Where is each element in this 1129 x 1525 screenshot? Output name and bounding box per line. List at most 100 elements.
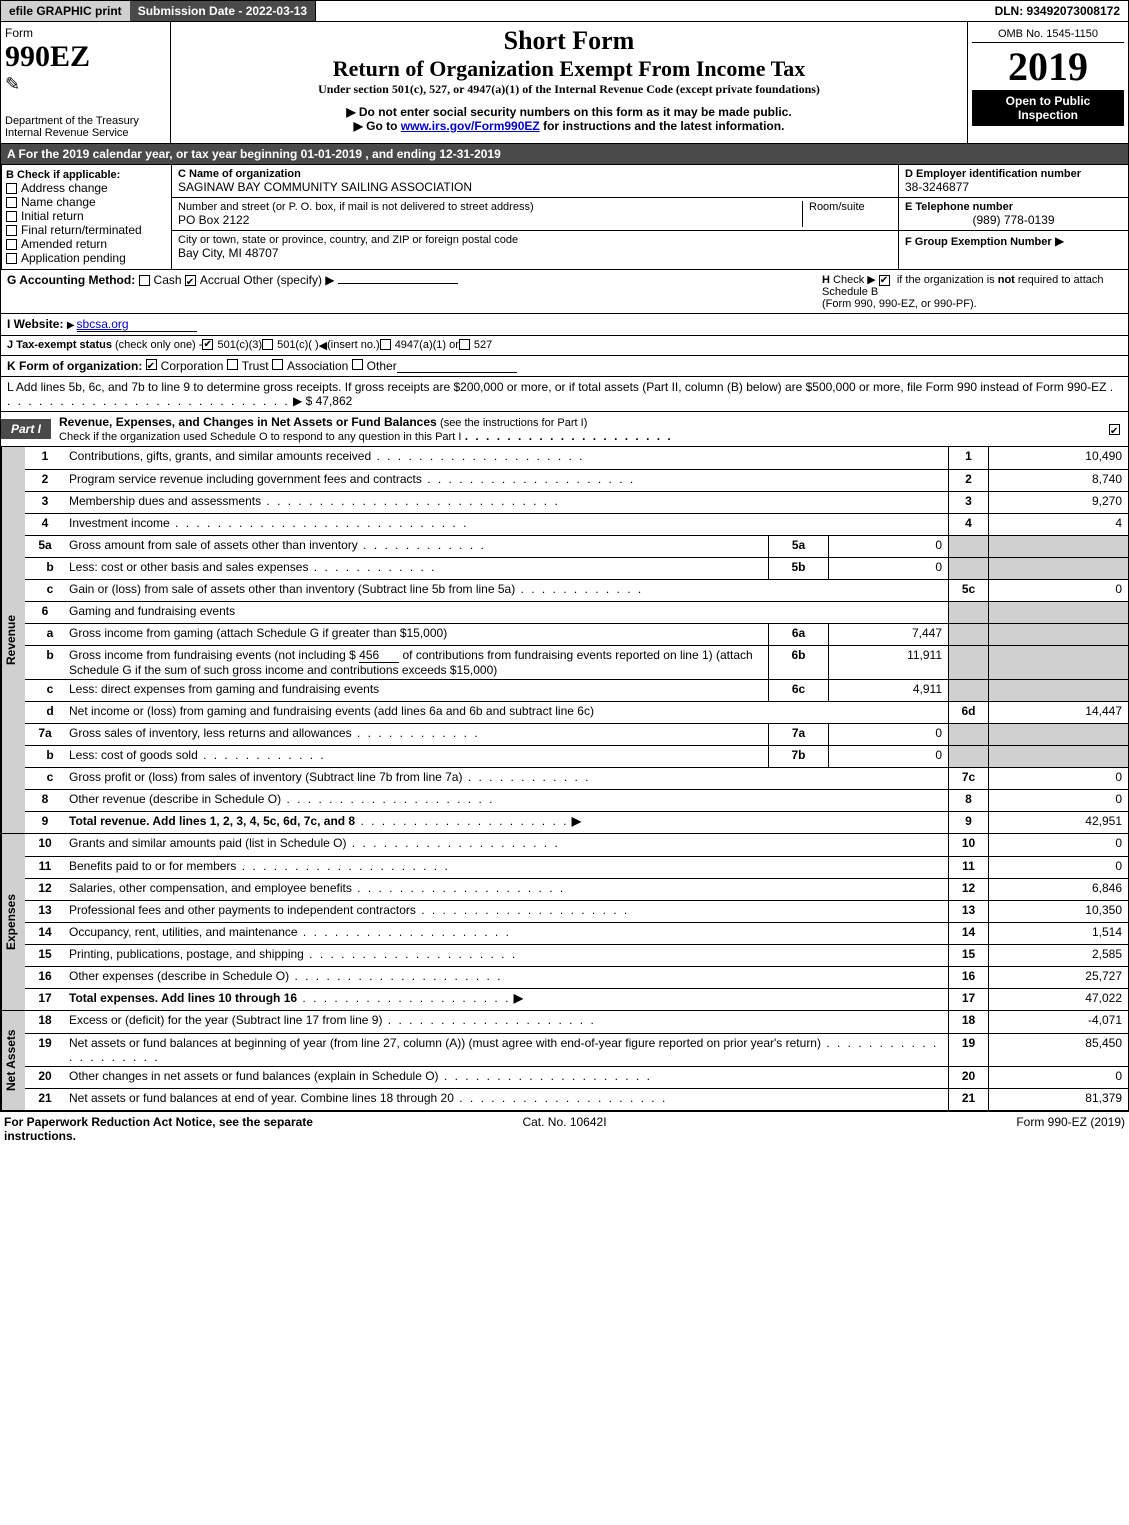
irs-link[interactable]: www.irs.gov/Form990EZ	[401, 119, 540, 133]
ln17-num: 17	[25, 989, 65, 1010]
ln19-rn: 19	[948, 1034, 988, 1066]
cb-final-return[interactable]	[6, 225, 17, 236]
expenses-tab: Expenses	[1, 834, 25, 1010]
cb-4947[interactable]	[380, 339, 391, 350]
ln9-rn: 9	[948, 812, 988, 833]
k-o4: Other	[367, 359, 397, 373]
ln8-val: 0	[988, 790, 1128, 811]
ln7b-mb: 7b	[768, 746, 828, 767]
ln13-rn: 13	[948, 901, 988, 922]
row-l: L Add lines 5b, 6c, and 7b to line 9 to …	[0, 377, 1129, 412]
ln1-val: 10,490	[988, 447, 1128, 469]
cb-527[interactable]	[459, 339, 470, 350]
k-label: K Form of organization:	[7, 359, 142, 373]
cb-amended-return[interactable]	[6, 239, 17, 250]
ln6b-num: b	[25, 646, 65, 679]
ln14-num: 14	[25, 923, 65, 944]
ln16-num: 16	[25, 967, 65, 988]
cb-accrual[interactable]	[185, 275, 196, 286]
line-15: 15 Printing, publications, postage, and …	[25, 944, 1128, 966]
line-1: 1 Contributions, gifts, grants, and simi…	[25, 447, 1128, 469]
part1-header: Part I Revenue, Expenses, and Changes in…	[0, 412, 1129, 447]
cb-name-change[interactable]	[6, 197, 17, 208]
efile-print-button[interactable]: efile GRAPHIC print	[1, 1, 130, 21]
website-link[interactable]: sbcsa.org	[77, 317, 197, 332]
line-21: 21 Net assets or fund balances at end of…	[25, 1088, 1128, 1110]
line-10: 10 Grants and similar amounts paid (list…	[25, 834, 1128, 856]
cb-application-pending[interactable]	[6, 253, 17, 264]
line-8: 8 Other revenue (describe in Schedule O)…	[25, 789, 1128, 811]
line-16: 16 Other expenses (describe in Schedule …	[25, 966, 1128, 988]
line-6c: c Less: direct expenses from gaming and …	[25, 679, 1128, 701]
ln7c-rn: 7c	[948, 768, 988, 789]
ln11-txt: Benefits paid to or for members	[65, 857, 948, 878]
ln14-val: 1,514	[988, 923, 1128, 944]
line-12: 12 Salaries, other compensation, and emp…	[25, 878, 1128, 900]
ln6d-num: d	[25, 702, 65, 723]
ln5a-mv: 0	[828, 536, 948, 557]
ln6c-rn	[948, 680, 988, 701]
line-7a: 7a Gross sales of inventory, less return…	[25, 723, 1128, 745]
ln5c-num: c	[25, 580, 65, 601]
ln5b-mb: 5b	[768, 558, 828, 579]
cb-501c3[interactable]	[202, 339, 213, 350]
cb-part1-schedule-o[interactable]	[1109, 424, 1120, 435]
net-assets-tab: Net Assets	[1, 1011, 25, 1110]
ln6-rn	[948, 602, 988, 623]
cb-initial-return[interactable]	[6, 211, 17, 222]
cb-other-org[interactable]	[352, 359, 363, 370]
ln7c-num: c	[25, 768, 65, 789]
line-6: 6 Gaming and fundraising events	[25, 601, 1128, 623]
ln7b-mv: 0	[828, 746, 948, 767]
j-label: J Tax-exempt status	[7, 339, 112, 352]
revenue-body: 1 Contributions, gifts, grants, and simi…	[25, 447, 1128, 833]
ln6b-mv: 11,911	[828, 646, 948, 679]
g-other-input[interactable]	[338, 283, 458, 284]
ln20-val: 0	[988, 1067, 1128, 1088]
part1-label: Part I	[1, 419, 51, 439]
ln1-num: 1	[25, 447, 65, 469]
ln8-txt: Other revenue (describe in Schedule O)	[65, 790, 948, 811]
title-main: Return of Organization Exempt From Incom…	[175, 56, 963, 82]
ln7b-rn	[948, 746, 988, 767]
form-header: Form 990EZ ✎ Department of the Treasury …	[0, 22, 1129, 144]
ln11-num: 11	[25, 857, 65, 878]
ln15-num: 15	[25, 945, 65, 966]
b-item-5: Application pending	[21, 251, 126, 265]
ln7b-num: b	[25, 746, 65, 767]
cb-trust[interactable]	[227, 359, 238, 370]
e-label: E Telephone number	[905, 201, 1122, 213]
ln17-rn: 17	[948, 989, 988, 1010]
header-right: OMB No. 1545-1150 2019 Open to Public In…	[968, 22, 1128, 143]
cb-501c[interactable]	[262, 339, 273, 350]
k-other-input[interactable]	[397, 359, 517, 373]
h-section: H Check ▶ if the organization is not req…	[822, 273, 1122, 310]
line-2: 2 Program service revenue including gove…	[25, 469, 1128, 491]
ln6a-val	[988, 624, 1128, 645]
h-not: not	[998, 274, 1015, 286]
c-name-value: SAGINAW BAY COMMUNITY SAILING ASSOCIATIO…	[178, 180, 892, 194]
cb-corp[interactable]	[146, 359, 157, 370]
ln21-txt: Net assets or fund balances at end of ye…	[65, 1089, 948, 1110]
cb-address-change[interactable]	[6, 183, 17, 194]
ln11-val: 0	[988, 857, 1128, 878]
cb-cash[interactable]	[139, 275, 150, 286]
ln5a-num: 5a	[25, 536, 65, 557]
ln5b-txt: Less: cost or other basis and sales expe…	[65, 558, 768, 579]
line-14: 14 Occupancy, rent, utilities, and maint…	[25, 922, 1128, 944]
submission-date-button[interactable]: Submission Date - 2022-03-13	[130, 1, 316, 21]
b-item-2: Initial return	[21, 209, 84, 223]
c-street-value: PO Box 2122	[178, 213, 802, 227]
expenses-body: 10 Grants and similar amounts paid (list…	[25, 834, 1128, 1010]
ln6c-num: c	[25, 680, 65, 701]
cb-h[interactable]	[879, 275, 890, 286]
ln5c-rn: 5c	[948, 580, 988, 601]
cb-assoc[interactable]	[272, 359, 283, 370]
ln1-txt: Contributions, gifts, grants, and simila…	[65, 447, 948, 469]
ln7a-txt: Gross sales of inventory, less returns a…	[65, 724, 768, 745]
ln14-rn: 14	[948, 923, 988, 944]
f-label: F Group Exemption Number	[905, 236, 1052, 248]
footer-left-text: For Paperwork Reduction Act Notice, see …	[4, 1115, 313, 1143]
b-item-1: Name change	[21, 195, 96, 209]
net-assets-section: Net Assets 18 Excess or (deficit) for th…	[0, 1011, 1129, 1111]
